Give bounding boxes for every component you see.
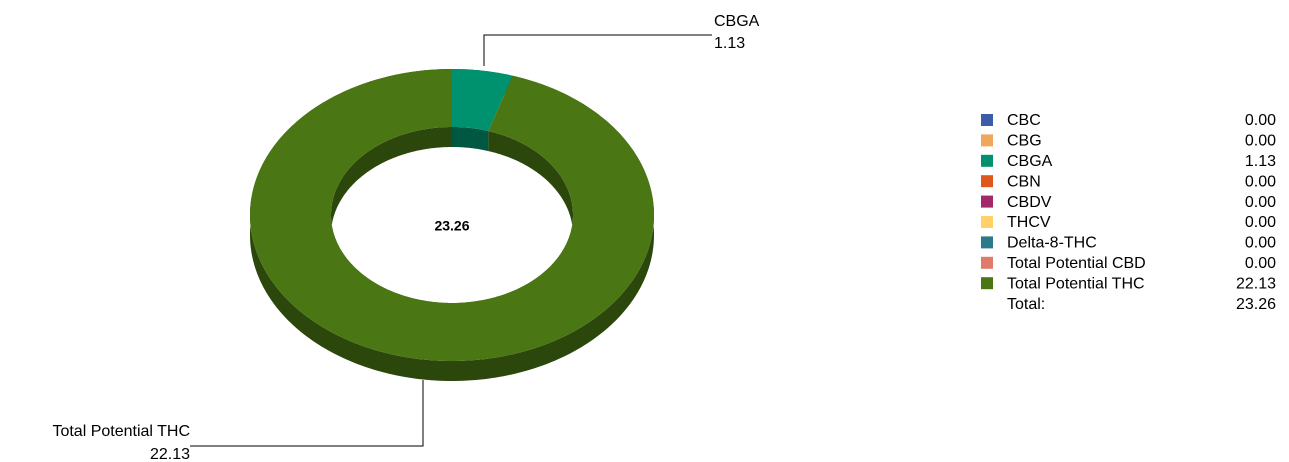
legend-swatch (981, 236, 993, 249)
legend-label: Delta-8-THC (1007, 235, 1097, 252)
legend-label: CBN (1007, 173, 1041, 190)
callout-value: 22.13 (150, 446, 190, 462)
legend-swatch (981, 114, 993, 126)
legend-swatch (981, 154, 993, 167)
legend-value: 0.00 (1245, 235, 1276, 252)
legend-value: 0.00 (1245, 173, 1276, 190)
legend-label: THCV (1007, 214, 1051, 231)
legend-swatch (981, 216, 993, 228)
legend-value: 0.00 (1245, 133, 1276, 150)
legend-value: 0.00 (1245, 214, 1276, 231)
legend-label: CBDV (1007, 194, 1052, 211)
donut-slice (250, 69, 654, 361)
legend-swatch (981, 195, 993, 208)
legend-swatch (981, 175, 993, 188)
center-total: 23.26 (434, 218, 469, 234)
legend-swatch (981, 256, 993, 269)
legend-total-value: 23.26 (1236, 296, 1276, 313)
callout-label: Total Potential THC (52, 423, 190, 440)
legend-value: 22.13 (1236, 275, 1276, 292)
legend-label: Total Potential CBD (1007, 255, 1146, 272)
slices (250, 69, 654, 361)
leader-line (190, 380, 424, 447)
legend-value: 0.00 (1245, 255, 1276, 272)
legend-value: 1.13 (1245, 153, 1276, 170)
legend-value: 0.00 (1245, 112, 1276, 129)
inner-walls (331, 127, 573, 323)
legend-label: CBC (1007, 112, 1041, 129)
callout-label: CBGA (714, 13, 760, 30)
legend-value: 0.00 (1245, 194, 1276, 211)
legend-label: CBG (1007, 133, 1042, 150)
donut-slice (452, 69, 513, 132)
legend-label: Total Potential THC (1007, 275, 1145, 292)
legend-label: CBGA (1007, 153, 1053, 170)
callout-value: 1.13 (714, 35, 745, 52)
legend-swatch (981, 134, 993, 147)
leader-line (483, 34, 712, 66)
slice-inner-side (452, 127, 489, 152)
legend-swatch (981, 277, 993, 290)
legend-total-label: Total: (1007, 296, 1045, 313)
